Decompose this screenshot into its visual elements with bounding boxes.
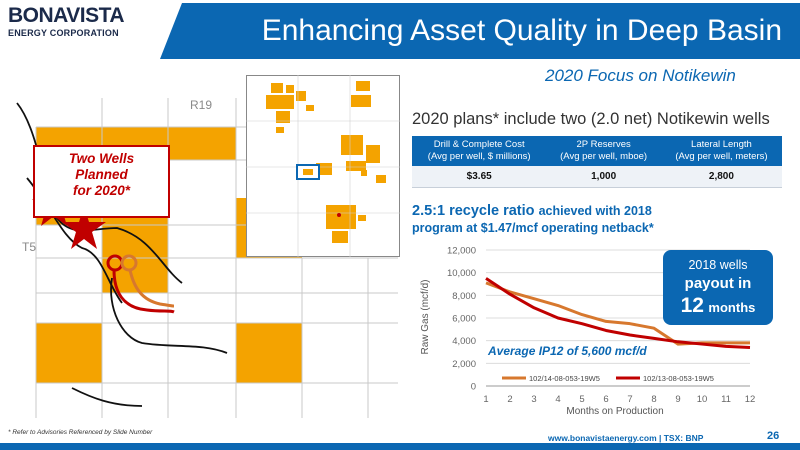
x-tick-label: 10 (697, 394, 708, 405)
column-header-title: Drill & Complete Cost (433, 139, 525, 150)
x-tick-label: 9 (675, 394, 680, 405)
overview-map-inset (246, 75, 400, 257)
township-label: T5 (22, 240, 37, 254)
table-cell: 2,800 (660, 166, 782, 188)
column-header: Drill & Complete Cost (Avg per well, $ mi… (412, 136, 547, 166)
y-tick-label: 2,000 (452, 359, 476, 370)
column-header-title: Lateral Length (691, 139, 752, 150)
range-label: R19 (190, 98, 213, 112)
footer-website-link[interactable]: www.bonavistaenergy.com | TSX: BNP (548, 433, 704, 443)
wells-planned-callout: Two Wells Planned for 2020* (33, 145, 170, 218)
y-tick-label: 4,000 (452, 336, 476, 347)
chart-legend: 102/14-08-053-19W5 102/13-08-053-19W5 (502, 374, 714, 383)
legend-label: 102/14-08-053-19W5 (529, 374, 600, 383)
column-header-title: 2P Reserves (576, 139, 631, 150)
series-line-2 (485, 277, 751, 349)
y-tick-label: 6,000 (452, 314, 476, 325)
y-axis-ticks: 0 2,000 4,000 6,000 8,000 10,000 12,000 (447, 246, 476, 393)
footer-bar (0, 443, 800, 450)
x-tick-label: 1 (483, 394, 488, 405)
y-tick-label: 12,000 (447, 246, 476, 257)
page-number: 26 (767, 430, 780, 442)
y-axis-label: Raw Gas (mcf/d) (420, 279, 431, 354)
payout-unit: months (708, 300, 756, 315)
recycle-ratio-rest: achieved with 2018 (538, 204, 652, 218)
legend-label: 102/13-08-053-19W5 (643, 374, 714, 383)
y-tick-label: 8,000 (452, 291, 476, 302)
payout-callout: 2018 wells payout in 12 months (663, 250, 773, 325)
x-axis-label: Months on Production (566, 406, 663, 417)
x-tick-label: 11 (721, 394, 731, 405)
table-header-row: Drill & Complete Cost (Avg per well, $ mi… (412, 136, 782, 166)
x-tick-label: 3 (531, 394, 536, 405)
title-bar (160, 3, 800, 59)
column-header-unit: (Avg per well, $ millions) (427, 151, 531, 162)
footnote: * Refer to Advisories Referenced by Slid… (8, 429, 153, 436)
y-tick-label: 10,000 (447, 268, 476, 279)
focus-subtitle: 2020 Focus on Notikewin (545, 66, 736, 85)
callout-line: for 2020* (72, 183, 131, 198)
column-header: 2P Reserves (Avg per well, mboe) (546, 136, 661, 166)
chart-series (485, 277, 751, 349)
plans-heading: 2020 plans* include two (2.0 net) Notike… (412, 110, 770, 128)
table-cell: 1,000 (546, 166, 661, 188)
company-logo: BONAVISTA (8, 4, 125, 27)
column-header: Lateral Length (Avg per well, meters) (660, 136, 782, 166)
x-axis-ticks: 1 2 3 4 5 6 7 8 9 10 11 12 (483, 394, 755, 405)
company-logo-subtitle: ENERGY CORPORATION (8, 28, 119, 38)
payout-line: payout in (684, 275, 752, 292)
payout-number: 12 (680, 294, 704, 317)
series-line-1 (485, 281, 750, 346)
x-tick-label: 2 (507, 394, 512, 405)
x-tick-label: 5 (579, 394, 584, 405)
slide-title: Enhancing Asset Quality in Deep Basin (261, 14, 782, 47)
x-tick-label: 7 (627, 394, 632, 405)
payout-line: 2018 wells (688, 258, 748, 272)
column-header-unit: (Avg per well, meters) (675, 151, 768, 162)
x-tick-label: 6 (603, 394, 608, 405)
recycle-ratio: 2.5:1 recycle ratio (412, 203, 535, 219)
payout-line: 12 months (663, 294, 773, 318)
x-tick-label: 8 (651, 394, 656, 405)
callout-line: Planned (75, 167, 128, 182)
table-cell: $3.65 (412, 166, 547, 188)
table-row: $3.65 1,000 2,800 (412, 166, 782, 188)
chart-annotation: Average IP12 of 5,600 mcf/d (487, 344, 647, 358)
operating-netback-line: program at $1.47/mcf operating netback* (412, 221, 654, 235)
well-specs-table: Drill & Complete Cost (Avg per well, $ mi… (412, 136, 782, 188)
callout-line: Two Wells (68, 151, 135, 166)
y-tick-label: 0 (471, 382, 476, 393)
column-header-unit: (Avg per well, mboe) (560, 151, 648, 162)
recycle-ratio-line: 2.5:1 recycle ratio achieved with 2018 (412, 203, 652, 219)
x-tick-label: 4 (555, 394, 560, 405)
x-tick-label: 12 (745, 394, 756, 405)
